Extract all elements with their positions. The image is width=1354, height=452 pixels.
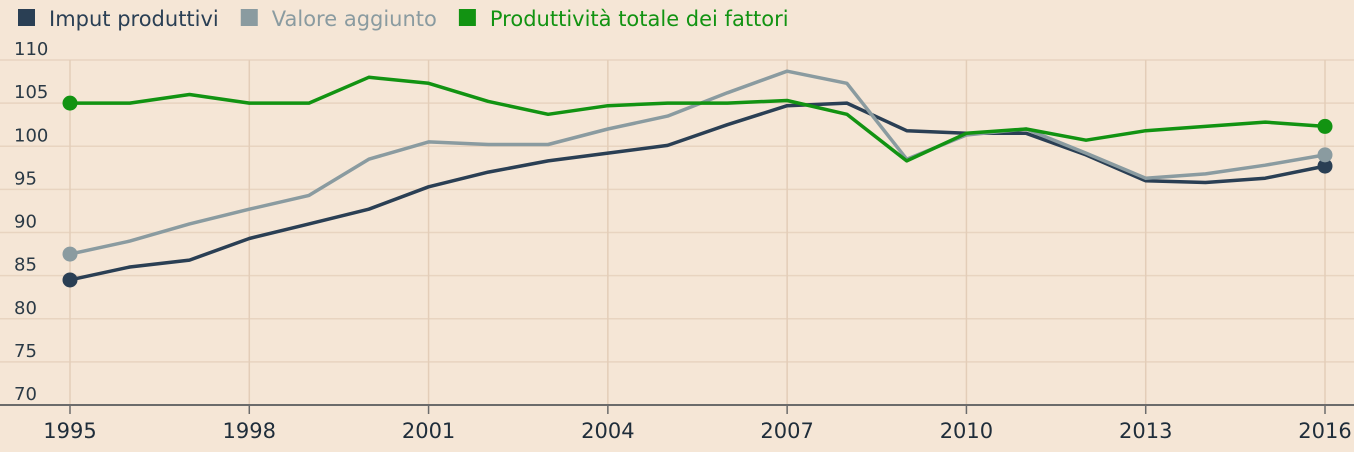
series-end-markers <box>62 95 1333 288</box>
series-end-point-valore-aggiunto <box>1317 147 1333 163</box>
x-tick-label-2007: 2007 <box>760 419 813 443</box>
y-tick-label-110: 110 <box>14 39 48 60</box>
x-axis: 1995 1998 2001 2004 2007 2010 2013 2016 <box>0 404 1354 443</box>
legend-label-imput-produttivi: Imput produttivi <box>49 7 219 31</box>
legend: Imput produttivi Valore aggiunto Produttiv… <box>18 7 789 31</box>
y-tick-label-90: 90 <box>14 212 37 233</box>
legend-swatch-produttivita-totale-dei-fattori <box>458 9 476 26</box>
x-tick-label-1998: 1998 <box>223 419 276 443</box>
series-line-imput-produttivi <box>68 101 1327 282</box>
series-line-valore-aggiunto <box>68 69 1327 256</box>
series-lines <box>68 69 1327 282</box>
y-tick-label-105: 105 <box>14 82 48 103</box>
y-tick-label-75: 75 <box>14 341 37 362</box>
x-tick-label-2001: 2001 <box>402 419 455 443</box>
y-tick-label-100: 100 <box>14 125 48 146</box>
gridlines <box>0 59 1354 406</box>
x-tick-label-2013: 2013 <box>1119 419 1172 443</box>
legend-label-valore-aggiunto: Valore aggiunto <box>272 7 437 31</box>
series-start-point-imput-produttivi <box>62 272 78 288</box>
series-start-point-produttivita-totale-dei-fattori <box>62 95 78 111</box>
series-end-point-produttivita-totale-dei-fattori <box>1317 118 1333 134</box>
series-line-produttivita-totale-dei-fattori <box>68 75 1327 163</box>
y-tick-label-80: 80 <box>14 298 37 319</box>
legend-label-produttivita-totale-dei-fattori: Produttività totale dei fattori <box>490 7 789 31</box>
series-end-point-imput-produttivi <box>1317 158 1333 174</box>
legend-swatch-imput-produttivi <box>18 9 35 26</box>
series-start-point-valore-aggiunto <box>62 246 78 262</box>
x-tick-label-1995: 1995 <box>43 419 96 443</box>
y-tick-label-95: 95 <box>14 168 37 189</box>
y-tick-label-70: 70 <box>14 384 37 405</box>
x-tick-label-2004: 2004 <box>581 419 634 443</box>
x-tick-label-2010: 2010 <box>940 419 993 443</box>
x-tick-label-2016: 2016 <box>1298 419 1351 443</box>
y-axis: 70 75 80 85 90 95 100 105 110 <box>14 39 48 405</box>
y-tick-label-85: 85 <box>14 255 37 276</box>
legend-swatch-valore-aggiunto <box>240 9 258 26</box>
